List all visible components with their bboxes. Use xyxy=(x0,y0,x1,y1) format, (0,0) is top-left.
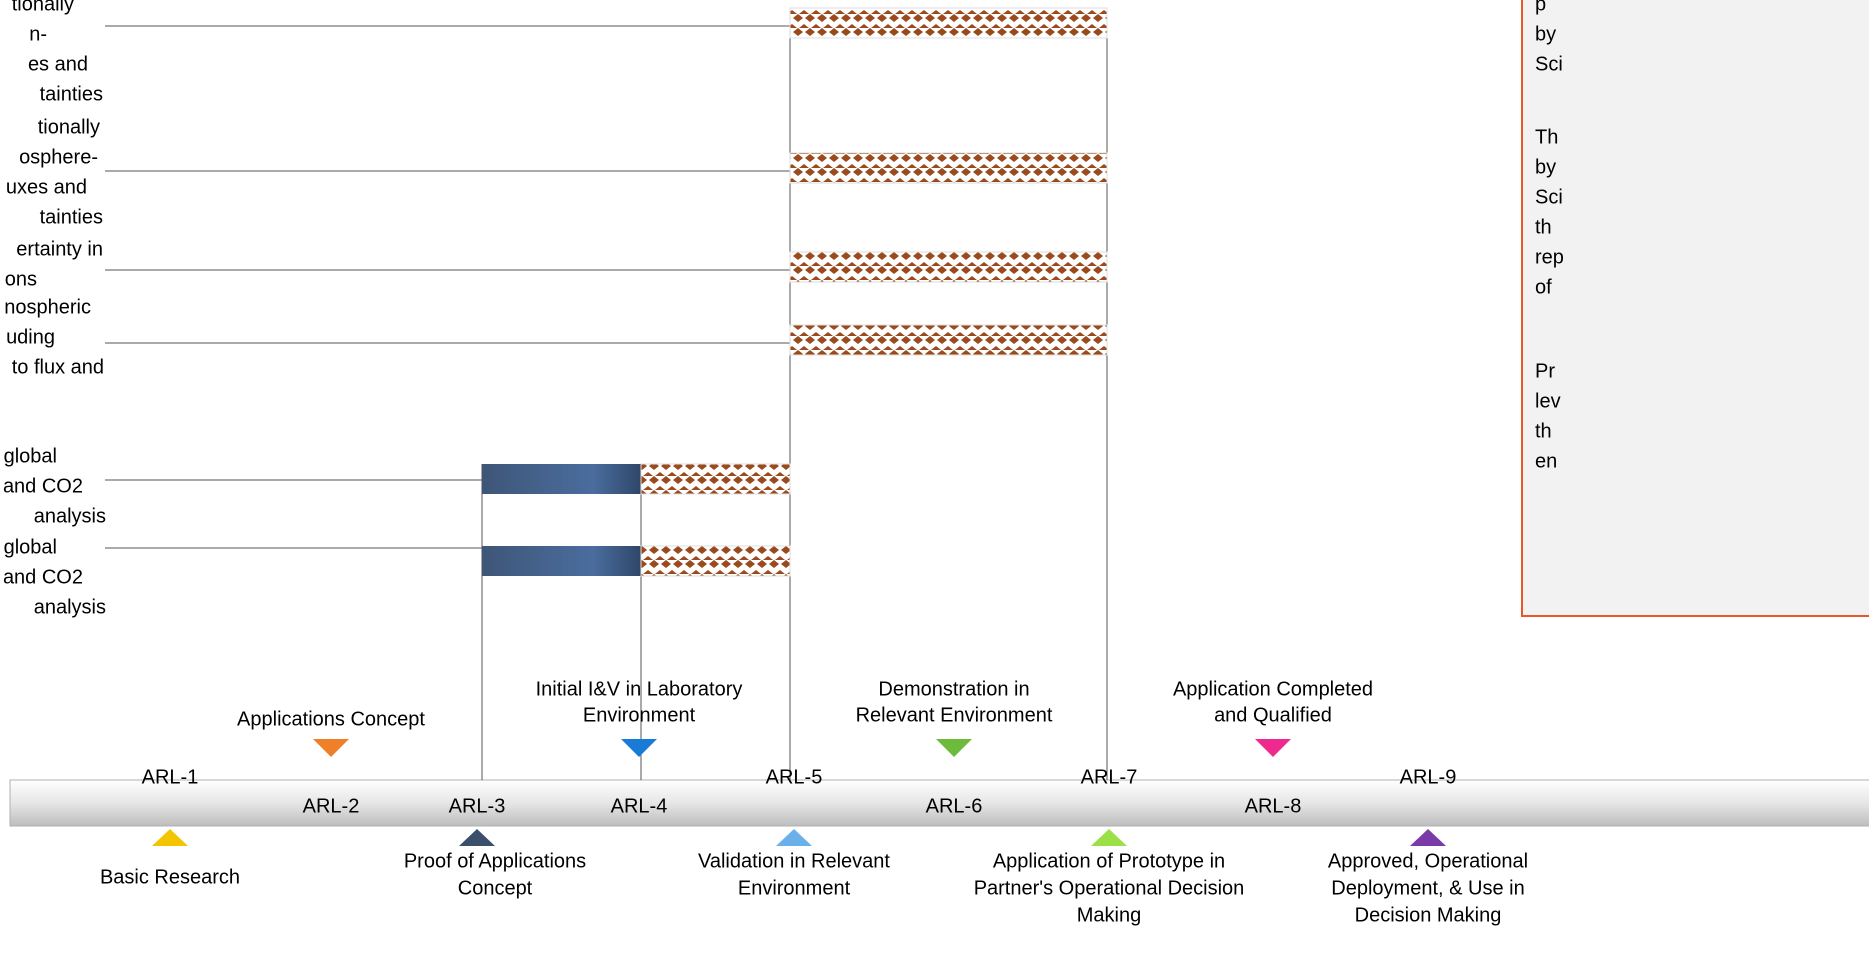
info-text: lev xyxy=(1535,390,1561,412)
milestone-label: and Qualified xyxy=(1214,704,1332,726)
row-label: global xyxy=(4,445,57,467)
row-label: n- xyxy=(29,23,47,45)
arl-level: ARL-8 xyxy=(1245,795,1302,817)
milestone-label: Application Completed xyxy=(1173,678,1373,700)
planned-bar xyxy=(789,251,1108,283)
planned-bar xyxy=(640,463,791,495)
info-text: Pr xyxy=(1535,360,1555,382)
info-text: by xyxy=(1535,23,1556,45)
milestone-label: Environment xyxy=(583,704,696,726)
planned-bar xyxy=(789,152,1108,184)
milestone-label: Proof of Applications xyxy=(404,850,586,872)
milestone-label: Initial I&V in Laboratory xyxy=(536,678,743,700)
timeline-bar xyxy=(9,779,1869,827)
row-label: osphere- xyxy=(19,146,98,168)
row-label: ons xyxy=(5,268,37,290)
info-text: by xyxy=(1535,156,1556,178)
milestone-label: Application of Prototype in xyxy=(993,850,1225,872)
arl-level: ARL-7 xyxy=(1081,766,1138,788)
milestone-label: Decision Making xyxy=(1355,904,1502,926)
arl-level: ARL-6 xyxy=(926,795,983,817)
row-label: to flux and xyxy=(12,356,104,378)
milestone-marker xyxy=(459,829,495,846)
row-label: es and xyxy=(28,53,88,75)
progress-bar xyxy=(482,546,641,576)
row-label: global xyxy=(4,536,57,558)
arl-level: ARL-4 xyxy=(611,795,668,817)
info-text: th xyxy=(1535,216,1552,238)
row-label: analysis xyxy=(34,505,106,527)
row-label: uding xyxy=(6,326,55,348)
row-label: and CO2 xyxy=(3,475,83,497)
progress-bar xyxy=(482,464,641,494)
milestone-label: Validation in Relevant xyxy=(698,850,890,872)
info-text: of xyxy=(1535,276,1552,298)
milestone-label: Approved, Operational xyxy=(1328,850,1528,872)
planned-bar xyxy=(789,7,1108,39)
info-box xyxy=(1521,0,1869,617)
milestone-label: Basic Research xyxy=(100,866,240,888)
row-label: tionally xyxy=(38,116,100,138)
row-label: and CO2 xyxy=(3,566,83,588)
info-text: Sci xyxy=(1535,186,1563,208)
milestone-label: Applications Concept xyxy=(237,708,425,730)
milestone-marker xyxy=(313,739,349,757)
planned-bar xyxy=(789,324,1108,356)
row-label: tainties xyxy=(40,206,103,228)
milestone-label: Demonstration in xyxy=(878,678,1029,700)
row-label: tionally xyxy=(12,0,74,15)
milestone-label: Deployment, & Use in xyxy=(1331,877,1524,899)
milestone-marker xyxy=(936,739,972,757)
arl-level: ARL-5 xyxy=(766,766,823,788)
milestone-marker xyxy=(1255,739,1291,757)
milestone-label: Making xyxy=(1077,904,1141,926)
info-text: p xyxy=(1535,0,1546,15)
row-label: nospheric xyxy=(4,296,91,318)
row-label: tainties xyxy=(40,83,103,105)
milestone-label: Relevant Environment xyxy=(856,704,1053,726)
milestone-label: Concept xyxy=(458,877,533,899)
arl-level: ARL-9 xyxy=(1400,766,1457,788)
milestone-marker xyxy=(152,829,188,846)
row-label: ertainty in xyxy=(16,238,103,260)
info-text: rep xyxy=(1535,246,1564,268)
row-label: uxes and xyxy=(6,176,87,198)
milestone-marker xyxy=(621,739,657,757)
info-text: th xyxy=(1535,420,1552,442)
info-text: Th xyxy=(1535,126,1558,148)
milestone-label: Partner's Operational Decision xyxy=(974,877,1245,899)
arl-level: ARL-1 xyxy=(142,766,199,788)
row-label: analysis xyxy=(34,596,106,618)
milestone-marker xyxy=(1091,829,1127,846)
planned-bar xyxy=(640,545,791,577)
arl-level: ARL-3 xyxy=(449,795,506,817)
milestone-label: Environment xyxy=(738,877,851,899)
milestone-marker xyxy=(776,829,812,846)
info-text: Sci xyxy=(1535,53,1563,75)
arl-level: ARL-2 xyxy=(303,795,360,817)
milestone-marker xyxy=(1410,829,1446,846)
info-text: en xyxy=(1535,450,1557,472)
